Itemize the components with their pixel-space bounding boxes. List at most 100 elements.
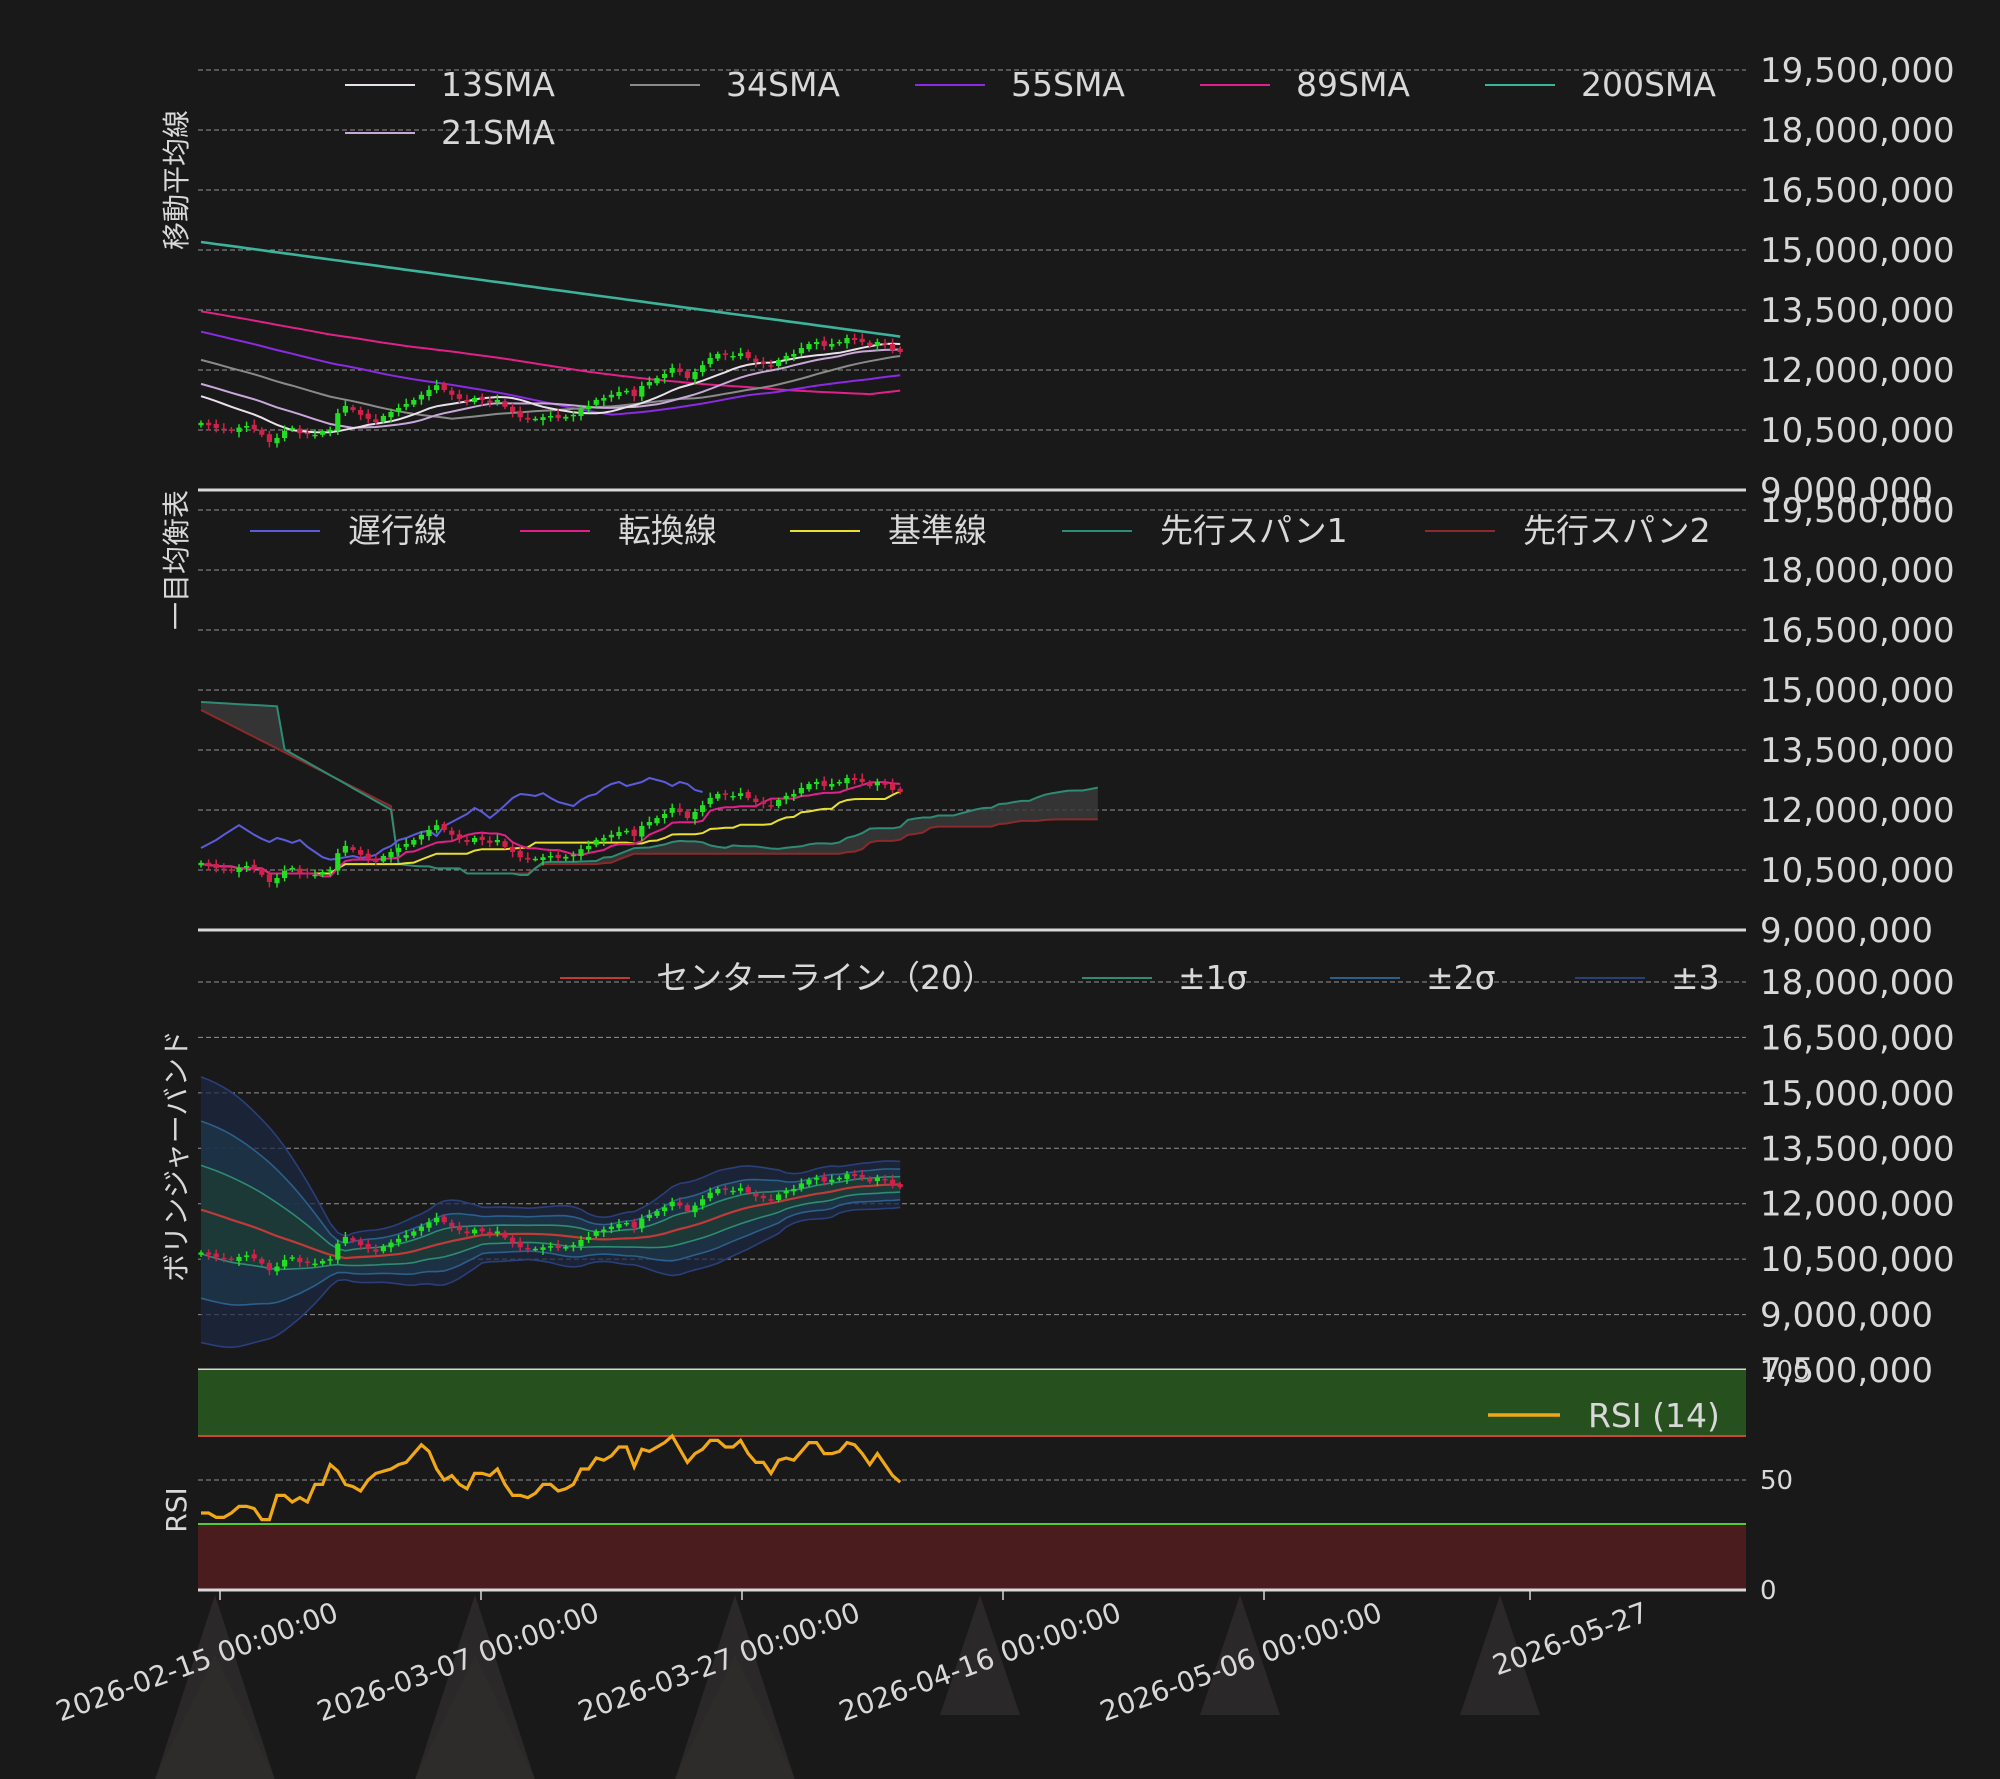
- candle-body: [494, 400, 500, 403]
- candle-body: [449, 1222, 455, 1227]
- ma-candle-63: [677, 363, 683, 376]
- candle-body: [418, 394, 424, 400]
- ichi-candle-2: [213, 859, 219, 873]
- candle-body: [403, 844, 409, 847]
- candle-body: [289, 428, 295, 430]
- candle-body: [836, 342, 842, 344]
- ichi-candle-69: [722, 790, 728, 801]
- ichi-candle-60: [654, 815, 660, 826]
- candle-body: [540, 857, 546, 860]
- bb-candle-84: [836, 1175, 842, 1182]
- ichi-candle-20: [350, 844, 356, 853]
- candle-body: [304, 432, 310, 435]
- candle-body: [707, 798, 713, 804]
- candle-body: [236, 867, 242, 872]
- ichi-candle-41: [510, 843, 516, 858]
- ma-candle-40: [502, 398, 508, 410]
- ma-candle-68: [715, 351, 721, 361]
- ma-candle-78: [791, 349, 797, 361]
- bb-candle-83: [829, 1174, 835, 1186]
- senkou-span1-line: [200, 701, 1098, 876]
- candle-body: [259, 429, 265, 435]
- ma-candle-52: [593, 397, 599, 408]
- bb-candle-37: [479, 1225, 485, 1237]
- candle-body: [669, 808, 675, 813]
- ma-candle-44: [532, 416, 538, 422]
- candle-body: [464, 1231, 470, 1234]
- legend-label: 先行スパン1: [1160, 511, 1348, 550]
- ma-candle-42: [517, 406, 523, 422]
- bb-candle-39: [494, 1226, 500, 1237]
- candle-body: [730, 1190, 736, 1193]
- candle-body: [548, 416, 554, 418]
- ichi-candle-15: [312, 869, 318, 879]
- candle-body: [320, 872, 326, 875]
- ma-candle-4: [228, 427, 234, 434]
- bb-candle-21: [358, 1237, 364, 1251]
- ma-candle-45: [540, 413, 546, 426]
- ichi-candle-24: [380, 853, 386, 864]
- ma-candle-90: [882, 338, 888, 349]
- candle-body: [320, 1260, 326, 1264]
- ichi-candle-81: [814, 778, 820, 790]
- bg-triangle: [675, 1655, 795, 1779]
- candle-body: [297, 868, 303, 874]
- candle-body: [426, 830, 432, 836]
- candle-body: [411, 400, 417, 405]
- ma-candle-36: [472, 395, 478, 405]
- candle-body: [206, 862, 212, 866]
- legend-label: 200SMA: [1581, 65, 1716, 104]
- candle-body: [228, 1258, 234, 1261]
- bb-candle-5: [236, 1253, 242, 1266]
- candle-body: [684, 1205, 690, 1212]
- bb-candle-66: [700, 1195, 706, 1210]
- ichi-candle-48: [563, 854, 569, 861]
- bb-candle-36: [472, 1227, 478, 1236]
- ma-candle-16: [320, 429, 326, 438]
- bb-candle-46: [548, 1242, 554, 1252]
- ichi-candle-73: [753, 795, 759, 808]
- candle-body: [586, 406, 592, 410]
- candle-body: [631, 829, 637, 836]
- legend: 13SMA 34SMA 55SMA 89SMA 200SMA 21SMA: [345, 65, 1716, 152]
- ichi-candle-62: [669, 803, 675, 818]
- ma-candle-85: [844, 334, 850, 349]
- y-tick-label: 15,000,000: [1760, 231, 1955, 271]
- candle-body: [555, 1245, 561, 1249]
- candle-body: [297, 428, 303, 434]
- ichi-candle-7: [251, 859, 257, 873]
- candle-body: [867, 782, 873, 786]
- candle-body: [715, 794, 721, 799]
- panel-bollinger: 18,000,000 16,500,000 15,000,000 13,500,000…: [160, 958, 1955, 1391]
- ma-candle-64: [684, 369, 690, 381]
- ma-candle-6: [244, 421, 250, 432]
- candle-body: [753, 1193, 759, 1197]
- candle-body: [472, 1229, 478, 1234]
- ma-candle-50: [578, 404, 584, 421]
- candle-body: [487, 840, 493, 843]
- y-tick-label: 9,000,000: [1760, 471, 1933, 511]
- candle-body: [654, 378, 660, 384]
- y-tick-label: 18,000,000: [1760, 111, 1955, 151]
- candle-body: [821, 1176, 827, 1182]
- ichi-candle-34: [456, 829, 462, 844]
- bb-candle-72: [745, 1184, 751, 1195]
- band-line-plus2: [200, 1120, 901, 1245]
- ma-candle-17: [327, 426, 333, 437]
- candle-body: [259, 869, 265, 875]
- bb-candle-20: [350, 1235, 356, 1243]
- bb-candle-54: [608, 1222, 614, 1234]
- candle-body: [206, 1252, 212, 1255]
- candle-body: [517, 410, 523, 418]
- ma-candle-12: [289, 425, 295, 432]
- candle-body: [715, 1188, 721, 1194]
- candle-body: [700, 805, 706, 812]
- bg-triangle: [1200, 1595, 1280, 1715]
- candle-body: [373, 419, 379, 422]
- bb-candle-8: [259, 1256, 265, 1266]
- y-axis-title: 移動平均線: [160, 110, 193, 250]
- candle-body: [631, 389, 637, 396]
- ma-candle-82: [821, 336, 827, 351]
- candle-body: [441, 824, 447, 830]
- ichi-candle-88: [867, 780, 873, 789]
